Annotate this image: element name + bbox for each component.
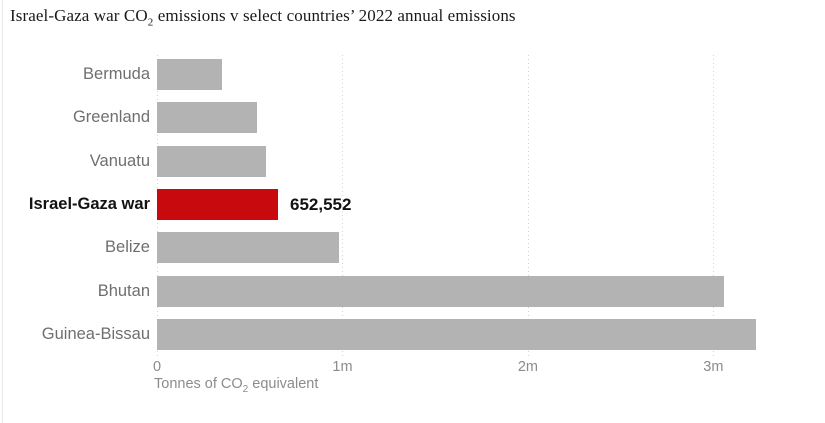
gridline-3m	[713, 55, 715, 359]
chart-title-text: Israel-Gaza war CO	[10, 6, 148, 25]
bar-value-label: 652,552	[290, 195, 352, 215]
x-tick-2m: 2m	[517, 359, 538, 375]
row-label-guinea-bissau: Guinea-Bissau	[41, 325, 150, 344]
row-label-vanuatu: Vanuatu	[89, 151, 150, 170]
gridline-1m	[342, 55, 344, 359]
row-label-bermuda: Bermuda	[83, 65, 150, 83]
chart-title-text-rest: emissions v select countries’ 2022 annua…	[153, 6, 516, 25]
bar-bermuda	[157, 59, 222, 90]
x-tick-1m: 1m	[332, 359, 353, 375]
row-label-greenland: Greenland	[72, 108, 150, 127]
x-tick-3m: 3m	[703, 359, 724, 375]
bar-vanuatu	[157, 145, 267, 177]
x-axis-caption-subscript: 2	[242, 384, 249, 395]
window-edge-line	[2, 0, 3, 423]
chart-title: Israel-Gaza war CO2 emissions v select c…	[10, 6, 516, 29]
chart-title-subscript: 2	[147, 16, 154, 29]
x-axis-caption-text: Tonnes of CO	[154, 376, 243, 392]
x-axis-caption-text-rest: equivalent	[248, 376, 319, 392]
bar-bhutan	[157, 275, 725, 307]
bar-belize	[157, 232, 339, 264]
x-tick-0: 0	[152, 359, 162, 375]
bar-greenland	[157, 102, 258, 134]
plot-area	[157, 55, 769, 359]
gridline-2m	[527, 55, 529, 359]
bar-israel-gaza-war	[157, 189, 279, 221]
row-label-belize: Belize	[105, 238, 150, 257]
x-axis-caption: Tonnes of CO2 equivalent	[154, 376, 319, 395]
row-label-bhutan: Bhutan	[97, 281, 150, 300]
row-label-israel-gaza-war: Israel-Gaza war	[28, 195, 150, 214]
bar-guinea-bissau	[157, 319, 757, 351]
